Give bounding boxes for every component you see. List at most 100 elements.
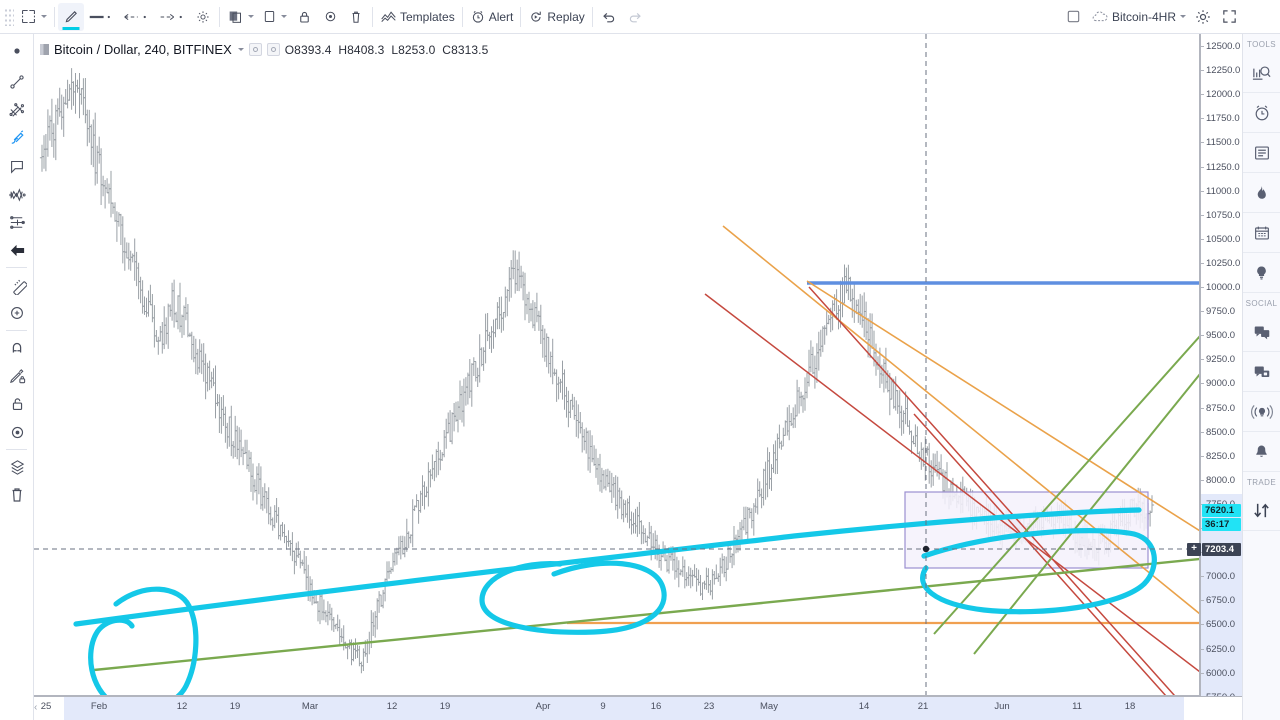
- high-value: 8408.3: [347, 42, 385, 57]
- lock-icon[interactable]: [0, 390, 34, 418]
- crosshair: [34, 34, 1199, 695]
- private-chat-icon[interactable]: [1243, 352, 1280, 392]
- price-tick: 7000.0: [1201, 571, 1242, 582]
- arrow-marker-right-icon[interactable]: [154, 3, 190, 31]
- time-tick: Mar: [301, 701, 319, 712]
- copy-icon[interactable]: [258, 3, 291, 31]
- price-tick: 11500.0: [1201, 137, 1242, 148]
- broadcast-icon[interactable]: [1243, 392, 1280, 432]
- ascending-green-steep[interactable]: [933, 335, 1200, 635]
- scroll-left-icon[interactable]: ‹: [34, 702, 38, 713]
- countdown-badge: 36:17: [1202, 518, 1241, 531]
- news-icon[interactable]: [1243, 133, 1280, 173]
- lightbulb-icon[interactable]: [1243, 253, 1280, 293]
- crosshair-cursor-icon[interactable]: [16, 3, 51, 31]
- bell-icon[interactable]: [1243, 432, 1280, 472]
- trash-icon[interactable]: [343, 3, 369, 31]
- undo-button[interactable]: [596, 3, 622, 31]
- price-axis[interactable]: 12500.0 12250.0 12000.0 11750.0 11500.0 11250…: [1187, 34, 1242, 703]
- top-toolbar: Templates Alert Replay: [0, 0, 1280, 34]
- brush-icon[interactable]: [0, 124, 34, 152]
- templates-label: Templates: [400, 9, 455, 24]
- divider: [520, 6, 522, 27]
- open-value: 8393.4: [294, 42, 332, 57]
- lock-icon[interactable]: [291, 3, 317, 31]
- pencil-lock-icon[interactable]: [0, 362, 34, 390]
- chart-settings-gear-icon[interactable]: [1190, 3, 1216, 31]
- trend-line-icon[interactable]: [0, 68, 34, 96]
- divider: [372, 6, 373, 27]
- add-alert-plus-icon[interactable]: +: [1187, 543, 1201, 556]
- replay-label: Replay: [547, 9, 585, 24]
- cyan-circle-feb-low[interactable]: [88, 586, 199, 696]
- symbol-title[interactable]: Bitcoin / Dollar, 240, BITFINEX: [54, 42, 232, 57]
- descending-red-lower[interactable]: [808, 286, 1200, 696]
- arrow-left-icon[interactable]: [0, 236, 34, 264]
- chevron-down-icon[interactable]: [237, 48, 244, 51]
- magnet-icon[interactable]: [0, 334, 34, 362]
- time-axis-left-edge: [34, 697, 64, 720]
- time-tick: 12: [386, 701, 398, 712]
- layout-name-button[interactable]: Bitcoin-4HR: [1087, 3, 1190, 31]
- time-tick: 11: [1072, 701, 1082, 712]
- price-tick: 10500.0: [1201, 234, 1242, 245]
- arrow-marker-left-icon[interactable]: [118, 3, 154, 31]
- cyan-circle-recent[interactable]: [920, 528, 1157, 615]
- layout-name-label: Bitcoin-4HR: [1111, 9, 1176, 24]
- hide-series-icon[interactable]: [248, 43, 262, 56]
- cyan-circle-apr-low[interactable]: [479, 560, 667, 635]
- templates-button[interactable]: Templates: [376, 3, 459, 31]
- chart-container: Bitcoin / Dollar, 240, BITFINEX O8393.4 …: [34, 34, 1242, 720]
- chart-pane[interactable]: Bitcoin / Dollar, 240, BITFINEX O8393.4 …: [34, 34, 1200, 696]
- alarm-clock-icon[interactable]: [1243, 93, 1280, 133]
- zoom-in-icon[interactable]: [0, 299, 34, 327]
- divider: [54, 6, 55, 27]
- descending-red-upper[interactable]: [704, 293, 1200, 673]
- time-tick: 25: [40, 701, 52, 712]
- pitchfork-icon[interactable]: [0, 96, 34, 124]
- replay-button[interactable]: Replay: [524, 3, 588, 31]
- price-tick: 11250.0: [1201, 162, 1242, 173]
- pencil-tool-icon[interactable]: [58, 2, 84, 31]
- forecast-icon[interactable]: [0, 208, 34, 236]
- ohlc-values: O8393.4 H8408.3 L8253.0 C8313.5: [285, 43, 489, 57]
- fullscreen-icon[interactable]: [1216, 3, 1242, 31]
- hotlist-flame-icon[interactable]: [1243, 173, 1280, 213]
- time-tick: 19: [229, 701, 241, 712]
- time-axis[interactable]: ‹ 25 Feb 12 19 Mar 12 19 Apr 9 16 23 May 14 21 Jun 11 18: [34, 696, 1242, 720]
- brush-color-swatch[interactable]: [62, 26, 80, 30]
- calendar-icon[interactable]: [1243, 213, 1280, 253]
- time-tick: 19: [439, 701, 451, 712]
- ascending-green-long[interactable]: [93, 557, 1200, 672]
- divider: [6, 449, 27, 450]
- price-tick: 11000.0: [1201, 186, 1242, 197]
- redo-button[interactable]: [622, 3, 648, 31]
- clone-icon[interactable]: [223, 3, 258, 31]
- descending-orange-upper[interactable]: [722, 225, 1200, 615]
- series-settings-icon[interactable]: [266, 43, 280, 56]
- eye-icon[interactable]: [0, 418, 34, 446]
- chart-legend: Bitcoin / Dollar, 240, BITFINEX O8393.4 …: [40, 42, 488, 57]
- line-thickness-icon[interactable]: [84, 3, 118, 31]
- eye-icon[interactable]: [317, 3, 343, 31]
- text-balloon-icon[interactable]: [0, 152, 34, 180]
- patterns-icon[interactable]: [0, 180, 34, 208]
- cyan-rising-trendline[interactable]: [73, 507, 1142, 627]
- stock-screener-icon[interactable]: [1243, 53, 1280, 93]
- save-checkbox[interactable]: [1061, 3, 1087, 31]
- gear-icon[interactable]: [190, 3, 216, 31]
- price-tick: 8000.0: [1201, 475, 1242, 486]
- chevron-down-icon: [248, 15, 254, 18]
- objects-tree-icon[interactable]: [0, 453, 34, 481]
- cursor-dot-icon[interactable]: [0, 34, 34, 68]
- alert-button[interactable]: Alert: [466, 3, 518, 31]
- price-tick: 8500.0: [1201, 427, 1242, 438]
- chat-icon[interactable]: [1243, 312, 1280, 352]
- ruler-icon[interactable]: [0, 271, 34, 299]
- trading-arrows-icon[interactable]: [1243, 491, 1280, 531]
- price-tick: 9250.0: [1201, 354, 1242, 365]
- trash-icon[interactable]: [0, 481, 34, 509]
- descending-orange-lower[interactable]: [806, 280, 1200, 532]
- toolbar-drag-handle[interactable]: [4, 7, 14, 26]
- time-tick: 23: [703, 701, 715, 712]
